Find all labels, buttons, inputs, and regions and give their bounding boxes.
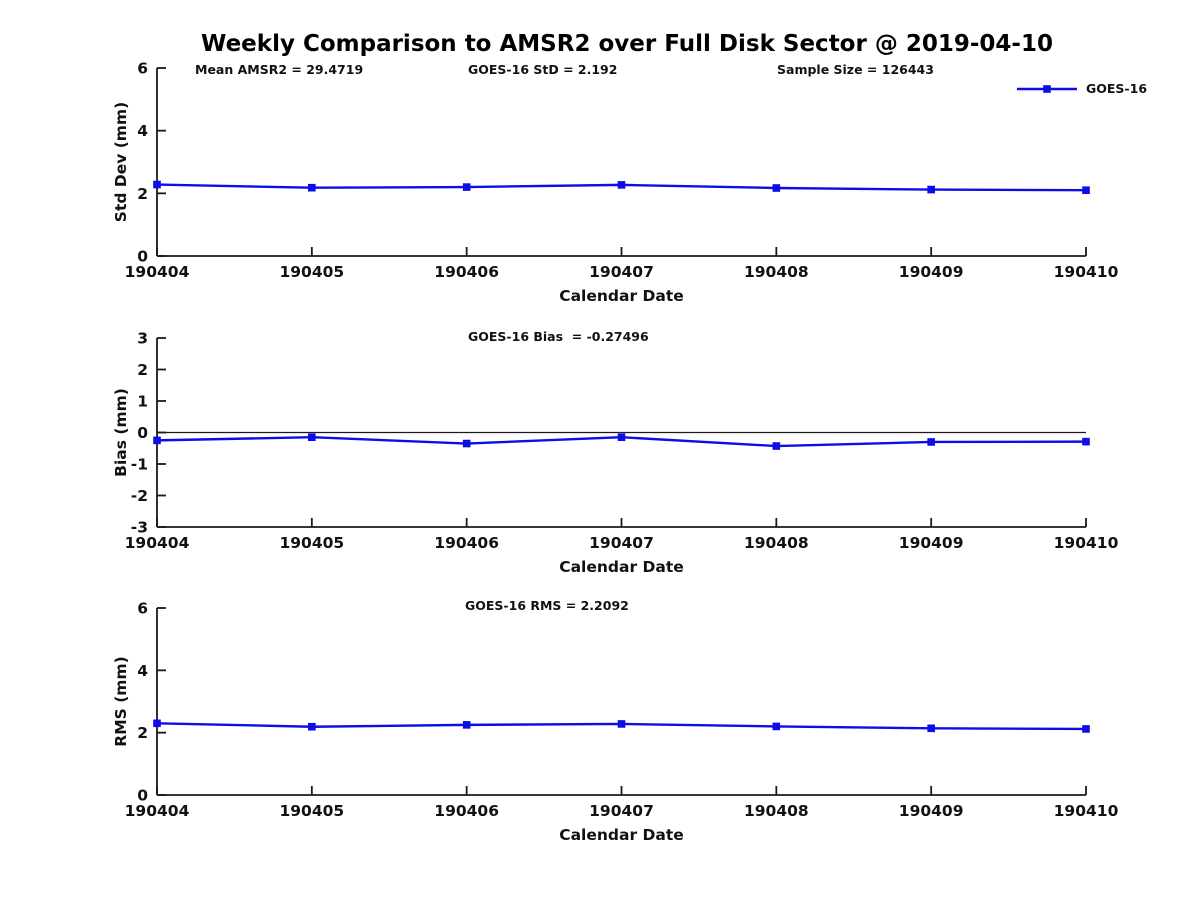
x-tick-label: 190408 — [744, 263, 809, 281]
subplot-annotation: Sample Size = 126443 — [777, 62, 934, 77]
y-tick-label: 2 — [137, 185, 148, 203]
y-axis-title: Std Dev (mm) — [112, 102, 130, 222]
data-point-marker — [927, 438, 935, 446]
data-point-marker — [153, 180, 161, 189]
x-tick-label: 190405 — [279, 802, 344, 820]
legend-line-icon — [1017, 84, 1077, 93]
data-point-marker — [462, 439, 471, 448]
x-tick-label: 190408 — [744, 534, 809, 552]
data-point-marker — [1082, 725, 1090, 733]
data-point-marker — [772, 442, 781, 450]
y-tick-label: 0 — [137, 248, 148, 266]
y-tick-label: 3 — [137, 330, 148, 348]
data-point-marker — [927, 185, 935, 194]
stddev-subplot: 0 2 4 6 190404 190405 190406 190407 190408 190409… — [112, 60, 1119, 306]
y-axis-title: Bias (mm) — [112, 388, 130, 477]
x-tick-label: 190404 — [125, 802, 190, 820]
x-tick-label: 190406 — [434, 534, 499, 552]
data-point-marker — [308, 183, 316, 192]
data-point-marker — [772, 184, 781, 192]
y-tick-label: 0 — [137, 424, 148, 442]
x-axis-title: Calendar Date — [559, 287, 684, 305]
y-axis-title: RMS (mm) — [112, 656, 130, 746]
y-tick-label: 4 — [137, 122, 148, 140]
x-tick-label: 190409 — [899, 534, 964, 552]
subplot-annotation: GOES-16 Bias = -0.27496 — [468, 329, 649, 344]
data-point-marker — [462, 183, 471, 191]
data-point-marker — [308, 433, 316, 442]
data-point-marker — [462, 721, 471, 729]
data-point-marker — [927, 724, 935, 733]
data-point-marker — [1082, 437, 1090, 446]
y-tick-label: -2 — [131, 487, 148, 505]
bias-subplot: -3 -2 -1 0 1 2 3 190404 190405 190406 190407 190408… — [112, 329, 1119, 576]
x-tick-label: 190409 — [899, 263, 964, 281]
y-tick-label: 1 — [137, 393, 148, 411]
x-tick-label: 190410 — [1054, 802, 1119, 820]
data-point-marker — [153, 436, 161, 445]
x-tick-label: 190408 — [744, 802, 809, 820]
x-tick-label: 190404 — [125, 263, 190, 281]
subplot-annotation: GOES-16 StD = 2.192 — [468, 62, 617, 77]
data-point-marker — [1082, 186, 1090, 194]
data-point-marker — [617, 720, 626, 728]
legend-marker-square — [1043, 84, 1051, 93]
y-tick-label: 0 — [137, 787, 148, 805]
y-tick-label: 6 — [137, 60, 148, 78]
x-axis-title: Calendar Date — [559, 558, 684, 576]
x-tick-label: 190407 — [589, 534, 654, 552]
x-axis-title: Calendar Date — [559, 826, 684, 844]
x-tick-label: 190405 — [279, 263, 344, 281]
y-tick-label: -1 — [131, 456, 148, 474]
x-tick-label: 190407 — [589, 263, 654, 281]
data-point-marker — [308, 722, 316, 731]
rms-subplot: 0 2 4 6 190404 190405 190406 190407 190408 190409… — [112, 598, 1119, 844]
legend: GOES-16 — [1016, 81, 1147, 96]
data-point-marker — [153, 719, 161, 728]
data-point-marker — [772, 722, 781, 731]
y-tick-label: 2 — [137, 724, 148, 742]
legend-series-label: GOES-16 — [1086, 81, 1148, 96]
data-point-marker — [617, 433, 626, 442]
y-tick-label: -3 — [131, 519, 148, 537]
subplot-annotation: GOES-16 RMS = 2.2092 — [465, 598, 629, 613]
x-tick-label: 190407 — [589, 802, 654, 820]
figure-title: Weekly Comparison to AMSR2 over Full Dis… — [201, 31, 1053, 57]
y-tick-label: 6 — [137, 600, 148, 618]
data-point-marker — [617, 181, 626, 189]
x-tick-label: 190405 — [279, 534, 344, 552]
x-tick-label: 190410 — [1054, 534, 1119, 552]
x-tick-label: 190406 — [434, 263, 499, 281]
y-tick-label: 2 — [137, 361, 148, 379]
y-tick-label: 4 — [137, 662, 148, 680]
x-tick-label: 190409 — [899, 802, 964, 820]
x-tick-label: 190404 — [125, 534, 190, 552]
x-tick-label: 190410 — [1054, 263, 1119, 281]
x-tick-label: 190406 — [434, 802, 499, 820]
subplot-annotation: Mean AMSR2 = 29.4719 — [195, 62, 363, 77]
